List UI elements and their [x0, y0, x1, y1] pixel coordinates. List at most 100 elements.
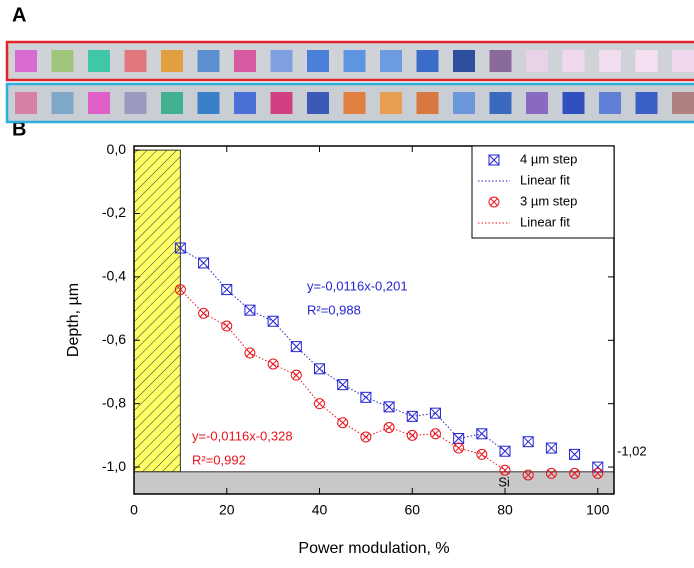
data-point — [198, 307, 210, 319]
data-point — [499, 445, 511, 457]
legend-label: 4 µm step — [520, 151, 577, 166]
marker-cross — [570, 469, 579, 478]
marker-cross — [385, 423, 393, 432]
marker-box — [244, 304, 256, 316]
data-point — [337, 417, 349, 429]
photo-square — [453, 50, 475, 72]
marker-cross — [547, 469, 556, 478]
marker-cross — [175, 242, 186, 254]
marker-box — [545, 442, 557, 454]
data-point — [522, 436, 534, 448]
data-point — [174, 284, 186, 296]
x-tick-label: 0 — [130, 502, 138, 518]
marker-cross — [292, 371, 301, 380]
y-tick-label: -0,8 — [102, 394, 126, 410]
photo-square — [562, 92, 585, 114]
data-point — [174, 242, 186, 254]
marker-cross — [383, 401, 395, 413]
photo-square — [526, 92, 548, 114]
data-point — [429, 428, 441, 440]
data-point — [360, 431, 372, 443]
marker-circle — [522, 469, 534, 481]
marker-circle — [360, 431, 372, 443]
marker-box — [592, 461, 604, 473]
marker-circle — [406, 429, 418, 441]
data-point — [290, 341, 302, 353]
data-point — [198, 257, 210, 269]
marker-box — [267, 315, 279, 327]
annotation: R²=0,988 — [307, 302, 361, 317]
x-axis-title: Power modulation, % — [298, 540, 449, 557]
photo-square — [270, 92, 293, 114]
marker-cross — [453, 433, 464, 444]
marker-box — [221, 284, 233, 296]
data-point — [488, 196, 500, 208]
x-tick-label: 40 — [312, 502, 328, 518]
marker-cross — [246, 349, 254, 357]
marker-cross — [314, 363, 325, 375]
photo-square — [343, 50, 366, 72]
marker-circle — [383, 421, 395, 433]
data-point — [383, 421, 395, 433]
photo-square — [416, 92, 439, 114]
panel-label: A — [12, 4, 26, 26]
photo-square — [307, 92, 329, 114]
data-point — [314, 363, 326, 375]
data-point — [476, 428, 488, 440]
marker-cross — [338, 418, 347, 427]
marker-box — [290, 341, 302, 353]
marker-box — [569, 448, 581, 460]
data-point — [244, 347, 256, 359]
marker-cross — [406, 410, 418, 422]
region-hatch — [134, 150, 181, 472]
marker-box — [174, 242, 186, 254]
marker-cross — [476, 428, 488, 440]
y-tick-label: -0,4 — [102, 268, 126, 284]
annotation: R²=0,992 — [192, 452, 246, 467]
data-point — [522, 469, 534, 481]
marker-cross — [454, 444, 463, 452]
marker-cross — [593, 469, 602, 478]
photo-square — [234, 92, 256, 114]
data-point — [545, 467, 557, 479]
annotation: y=-0,0116x-0,201 — [307, 278, 408, 293]
marker-circle — [290, 369, 302, 381]
marker-circle — [314, 398, 326, 410]
marker-circle — [592, 467, 604, 479]
photo-square — [88, 50, 110, 72]
photo-square — [599, 50, 621, 72]
marker-box — [499, 445, 511, 457]
marker-cross — [290, 341, 302, 352]
marker-box — [314, 363, 326, 375]
photo-square — [489, 92, 512, 114]
marker-cross — [522, 436, 534, 448]
marker-box — [476, 428, 488, 440]
marker-cross — [362, 433, 370, 441]
marker-cross — [490, 198, 498, 206]
marker-cross — [244, 304, 256, 316]
photo-square — [124, 92, 147, 114]
marker-cross — [360, 391, 372, 403]
photo-square — [672, 50, 694, 72]
marker-box — [360, 391, 372, 403]
data-point — [406, 429, 418, 441]
marker-cross — [337, 379, 349, 391]
marker-circle — [488, 196, 500, 208]
data-point — [488, 154, 500, 166]
marker-circle — [337, 417, 349, 429]
photo-square — [380, 92, 402, 114]
marker-circle — [267, 358, 279, 370]
marker-cross — [431, 429, 440, 438]
marker-cross — [221, 284, 233, 295]
marker-cross — [408, 431, 417, 440]
marker-box — [383, 401, 395, 413]
photo-square — [416, 50, 439, 72]
data-point — [406, 410, 418, 422]
photo-square — [635, 50, 658, 72]
marker-cross — [267, 315, 279, 327]
marker-cross — [222, 322, 231, 330]
marker-circle — [198, 307, 210, 319]
marker-circle — [429, 428, 441, 440]
strip-border — [5, 40, 694, 82]
marker-circle — [476, 448, 488, 460]
